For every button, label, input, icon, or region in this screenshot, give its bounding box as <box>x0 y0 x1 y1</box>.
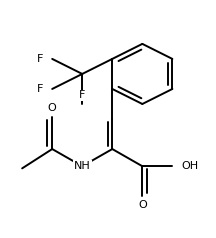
Text: F: F <box>79 90 86 100</box>
Text: OH: OH <box>181 161 198 171</box>
Text: F: F <box>37 54 44 64</box>
Text: F: F <box>37 84 44 94</box>
Text: NH: NH <box>74 161 91 171</box>
Text: O: O <box>48 103 57 113</box>
Text: O: O <box>138 200 147 210</box>
